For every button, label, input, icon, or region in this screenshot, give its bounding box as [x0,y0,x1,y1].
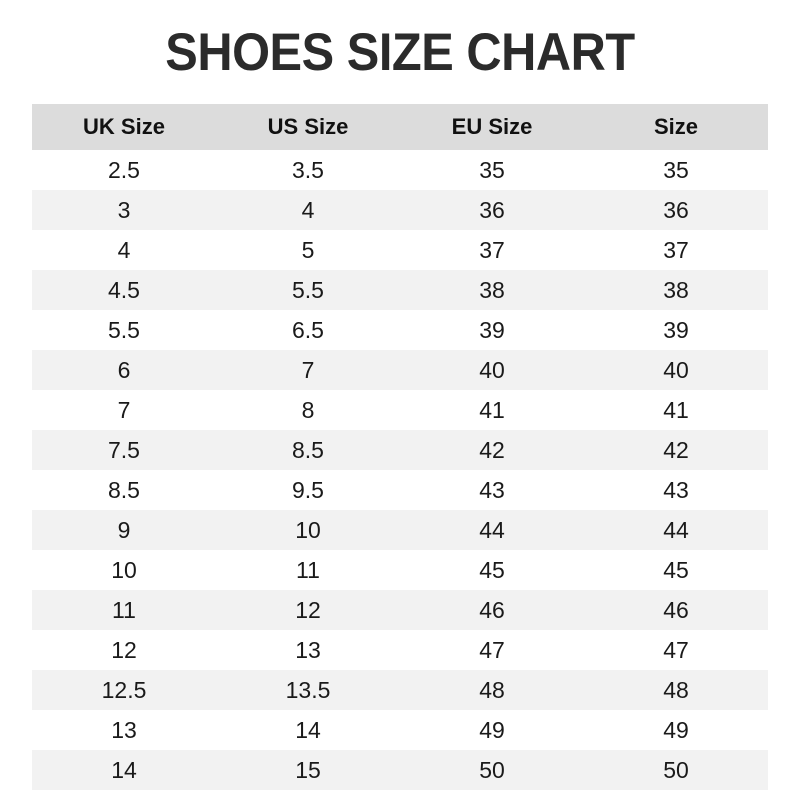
table-row: 7 8 41 41 [32,390,768,430]
column-header-size: Size [653,114,699,139]
table-row: 8.5 9.5 43 43 [32,470,768,510]
cell-size: 39 [663,316,689,343]
table-header-row: UK Size US Size EU Size Size [32,104,768,150]
column-header-eu-size: EU Size [451,114,533,139]
cell-uk: 13 [111,716,137,743]
cell-size: 46 [663,596,689,623]
cell-uk: 5.5 [108,316,140,343]
cell-eu: 46 [479,596,505,623]
cell-eu: 35 [479,156,505,183]
cell-uk: 9 [117,516,131,543]
cell-us: 13.5 [285,676,331,703]
cell-us: 8 [301,396,315,423]
cell-uk: 4 [117,236,131,263]
cell-us: 10 [295,516,321,543]
cell-size: 49 [663,716,689,743]
cell-uk: 7.5 [108,436,140,463]
cell-size: 48 [663,676,689,703]
cell-size: 42 [663,436,689,463]
table-row: 6 7 40 40 [32,350,768,390]
cell-uk: 11 [112,596,136,623]
table-body: 2.5 3.5 35 35 3 4 36 36 4 5 37 37 4.5 5.5 38 38 5.5 6.5 39… [32,150,768,790]
table-row: 14 15 50 50 [32,750,768,790]
cell-size: 41 [663,396,689,423]
cell-eu: 41 [479,396,505,423]
cell-size: 45 [663,556,689,583]
cell-uk: 12 [111,636,137,663]
cell-uk: 14 [111,756,137,783]
cell-eu: 43 [479,476,505,503]
cell-us: 5 [301,236,315,263]
cell-uk: 12.5 [101,676,147,703]
cell-size: 50 [663,756,689,783]
column-header-uk-size: UK Size [83,114,165,139]
table-header: UK Size US Size EU Size Size [32,104,768,150]
cell-us: 4 [301,196,315,223]
table-row: 2.5 3.5 35 35 [32,150,768,190]
cell-us: 11 [296,556,320,583]
table-row: 5.5 6.5 39 39 [32,310,768,350]
cell-size: 40 [663,356,689,383]
cell-size: 47 [663,636,689,663]
cell-eu: 36 [479,196,505,223]
page-title: SHOES SIZE CHART [165,23,635,82]
table-row: 13 14 49 49 [32,710,768,750]
cell-size: 38 [663,276,689,303]
cell-eu: 37 [479,236,505,263]
cell-us: 12 [295,596,321,623]
cell-us: 15 [295,756,321,783]
cell-size: 44 [663,516,689,543]
cell-eu: 39 [479,316,505,343]
cell-us: 13 [295,636,321,663]
cell-size: 37 [663,236,689,263]
cell-uk: 10 [111,556,137,583]
cell-uk: 3 [117,196,131,223]
column-header-us-size: US Size [267,114,349,139]
cell-eu: 44 [479,516,505,543]
cell-eu: 38 [479,276,505,303]
table-row: 9 10 44 44 [32,510,768,550]
cell-eu: 42 [479,436,505,463]
cell-size: 43 [663,476,689,503]
table-row: 10 11 45 45 [32,550,768,590]
shoe-size-table: UK Size US Size EU Size Size 2.5 3.5 35 35 3… [32,104,768,790]
table-row: 7.5 8.5 42 42 [32,430,768,470]
cell-uk: 4.5 [108,276,140,303]
cell-uk: 8.5 [108,476,140,503]
cell-us: 6.5 [292,316,324,343]
cell-us: 8.5 [292,436,324,463]
cell-eu: 45 [479,556,505,583]
cell-us: 7 [301,356,315,383]
cell-us: 9.5 [292,476,324,503]
cell-us: 3.5 [292,156,324,183]
cell-eu: 48 [479,676,505,703]
cell-us: 5.5 [292,276,324,303]
cell-uk: 7 [117,396,131,423]
cell-uk: 2.5 [108,156,140,183]
table-row: 11 12 46 46 [32,590,768,630]
table-row: 4.5 5.5 38 38 [32,270,768,310]
cell-uk: 6 [117,356,131,383]
table-row: 3 4 36 36 [32,190,768,230]
cell-eu: 47 [479,636,505,663]
cell-us: 14 [295,716,321,743]
table-row: 12 13 47 47 [32,630,768,670]
cell-size: 36 [663,196,689,223]
cell-eu: 49 [479,716,505,743]
cell-eu: 40 [479,356,505,383]
table-row: 12.5 13.5 48 48 [32,670,768,710]
cell-eu: 50 [479,756,505,783]
cell-size: 35 [663,156,689,183]
table-row: 4 5 37 37 [32,230,768,270]
